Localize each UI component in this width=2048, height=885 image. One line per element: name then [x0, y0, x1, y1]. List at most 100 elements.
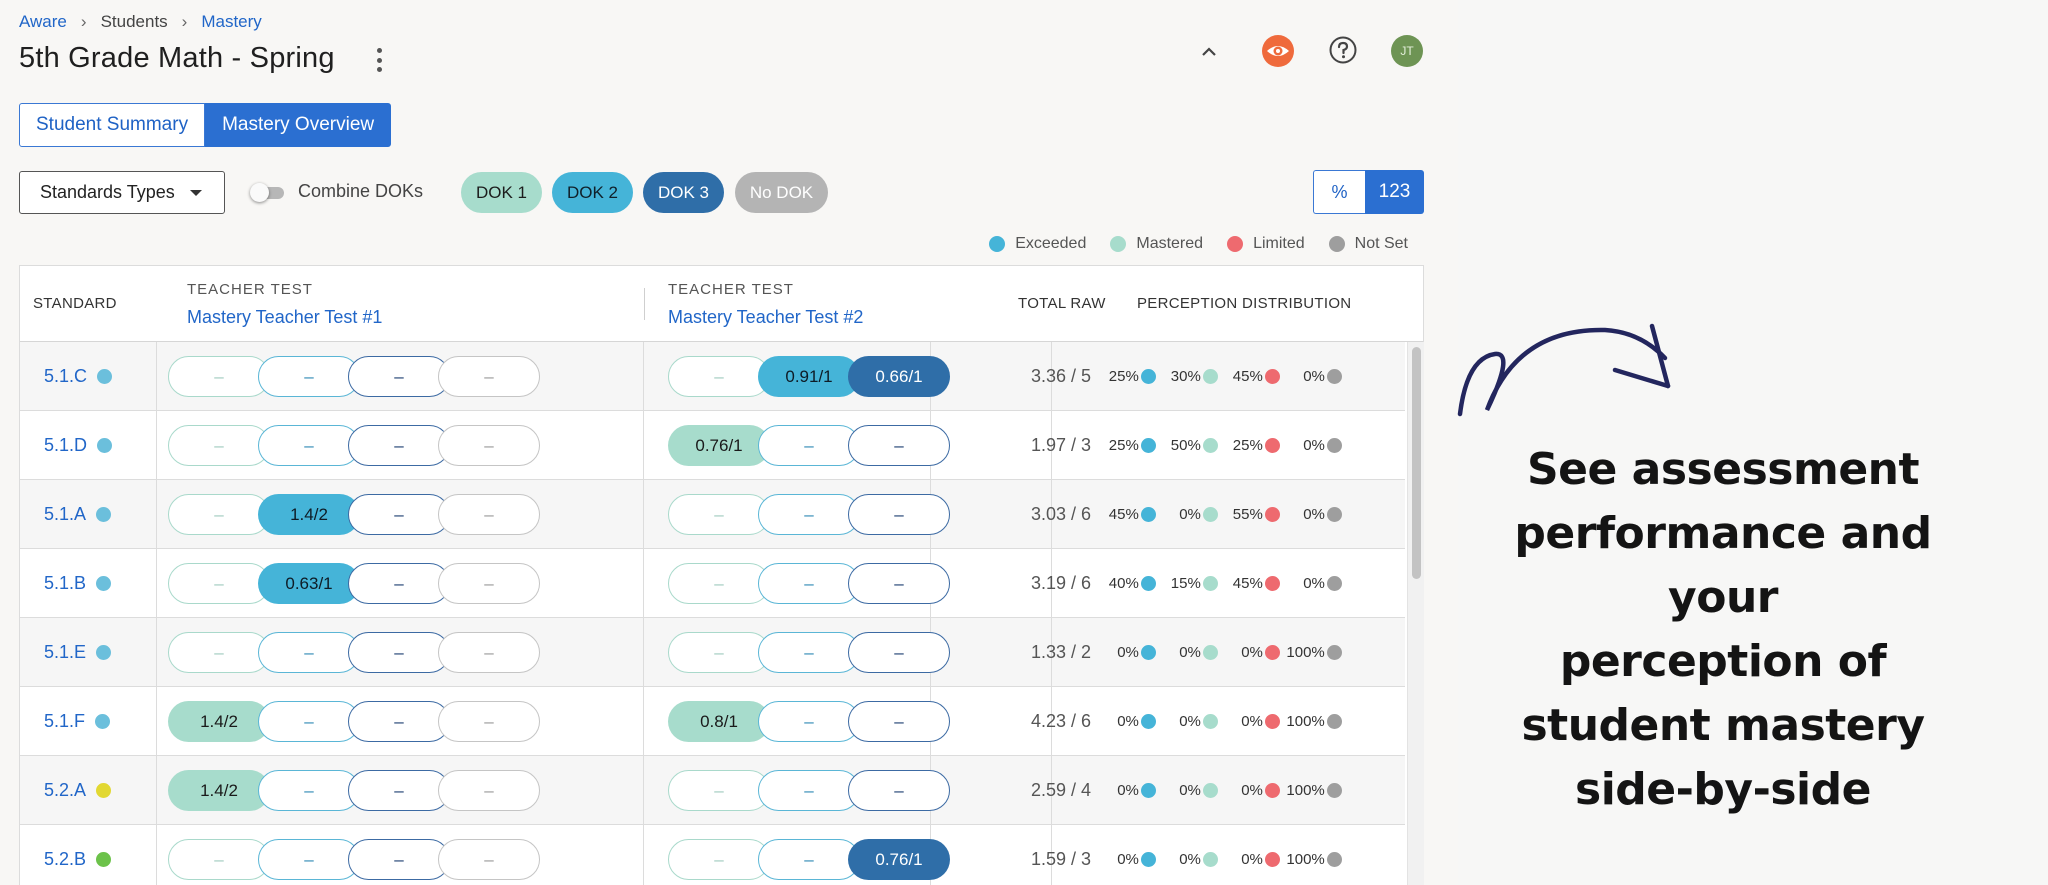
standard-code-link[interactable]: 5.1.B	[44, 572, 87, 593]
dok-2-filter[interactable]: DOK 2	[552, 172, 633, 213]
test1-score-pill[interactable]: –	[348, 839, 450, 880]
test1-score-pill[interactable]: –	[258, 356, 360, 397]
test1-score-pill[interactable]: 0.63/1	[258, 563, 360, 604]
standard-code-link[interactable]: 5.1.C	[44, 365, 88, 386]
test1-score-pill[interactable]: –	[258, 425, 360, 466]
test1-score-pill[interactable]: –	[168, 632, 270, 673]
test1-score-pill[interactable]: –	[348, 563, 450, 604]
test2-score-pill[interactable]: –	[668, 839, 770, 880]
standards-types-dropdown[interactable]: Standards Types	[19, 171, 225, 214]
test1-score-pill[interactable]: 1.4/2	[168, 701, 270, 742]
test1-score-pill[interactable]: –	[258, 632, 360, 673]
test1-score-pill[interactable]: –	[348, 494, 450, 535]
standard-code-link[interactable]: 5.1.D	[44, 434, 88, 455]
test2-score-pill[interactable]: –	[758, 632, 860, 673]
standard-cell[interactable]: 5.1.C	[44, 342, 113, 410]
test1-score-pill[interactable]: –	[348, 632, 450, 673]
scrollbar-thumb[interactable]	[1412, 347, 1421, 579]
test1-score-pill[interactable]: –	[258, 701, 360, 742]
test1-score-pill[interactable]: –	[258, 839, 360, 880]
test2-score-pill[interactable]: –	[848, 632, 950, 673]
no-dok-filter[interactable]: No DOK	[735, 172, 828, 213]
test2-score-pill[interactable]: –	[668, 356, 770, 397]
test1-score-pill[interactable]: –	[438, 356, 540, 397]
test2-score-pill[interactable]: –	[758, 563, 860, 604]
standard-code-link[interactable]: 5.1.A	[44, 503, 87, 524]
standard-code-link[interactable]: 5.2.A	[44, 779, 87, 800]
test1-score-pill[interactable]: –	[438, 494, 540, 535]
test1-score-pill[interactable]: –	[168, 356, 270, 397]
table-scrollbar[interactable]	[1407, 342, 1424, 885]
dok-3-filter[interactable]: DOK 3	[643, 172, 724, 213]
perception-eye-icon[interactable]	[1262, 35, 1294, 67]
test2-score-pill[interactable]: –	[848, 563, 950, 604]
test2-score-pill[interactable]: 0.76/1	[848, 839, 950, 880]
test2-score-pill[interactable]: –	[758, 839, 860, 880]
number-mode-button[interactable]: 123	[1365, 170, 1424, 214]
test1-score-pill[interactable]: –	[168, 839, 270, 880]
breadcrumb-current[interactable]: Mastery	[201, 12, 262, 31]
test2-score-pill[interactable]: –	[668, 770, 770, 811]
percent-mode-button[interactable]: %	[1313, 170, 1365, 214]
test2-score-pill[interactable]: –	[668, 632, 770, 673]
tab-mastery-overview[interactable]: Mastery Overview	[205, 103, 392, 147]
standard-cell[interactable]: 5.1.F	[44, 687, 111, 755]
test2-score-pill[interactable]: 0.66/1	[848, 356, 950, 397]
header-test1-name-link[interactable]: Mastery Teacher Test #1	[187, 307, 383, 327]
standard-cell[interactable]: 5.1.A	[44, 480, 112, 548]
header-total-raw[interactable]: TOTAL RAW	[1018, 295, 1106, 312]
perception-percent: 25%	[1108, 436, 1139, 454]
test1-score-pill[interactable]: –	[168, 563, 270, 604]
standard-cell[interactable]: 5.1.B	[44, 549, 112, 617]
standard-cell[interactable]: 5.2.A	[44, 756, 112, 824]
standard-cell[interactable]: 5.1.E	[44, 618, 112, 686]
help-icon[interactable]	[1328, 35, 1358, 65]
test2-score-pill[interactable]: –	[758, 494, 860, 535]
test2-score-pill[interactable]: –	[668, 563, 770, 604]
breadcrumb-home-link[interactable]: Aware	[19, 12, 67, 31]
header-test2-name-link[interactable]: Mastery Teacher Test #2	[668, 307, 864, 327]
test1-score-pill[interactable]: 1.4/2	[168, 770, 270, 811]
test2-score-pill[interactable]: 0.8/1	[668, 701, 770, 742]
test2-score-pill[interactable]: –	[848, 701, 950, 742]
test2-score-pill[interactable]: –	[848, 770, 950, 811]
header-perception-distribution[interactable]: PERCEPTION DISTRIBUTION	[1137, 295, 1352, 312]
test1-score-pill[interactable]: –	[438, 839, 540, 880]
perception-dot-icon	[1140, 368, 1156, 384]
test1-score-pill[interactable]: –	[168, 425, 270, 466]
test2-score-pill[interactable]: –	[848, 494, 950, 535]
test2-score-pill[interactable]: –	[758, 770, 860, 811]
standard-code-link[interactable]: 5.1.E	[44, 641, 87, 662]
standard-cell[interactable]: 5.2.B	[44, 825, 112, 885]
test1-score-pill[interactable]: 1.4/2	[258, 494, 360, 535]
test2-score-pill[interactable]: –	[758, 425, 860, 466]
more-options-icon[interactable]	[372, 46, 386, 74]
test1-score-pill[interactable]: –	[168, 494, 270, 535]
test1-score-pill[interactable]: –	[438, 632, 540, 673]
test2-score-pill[interactable]: –	[758, 701, 860, 742]
test1-score-pill[interactable]: –	[258, 770, 360, 811]
test1-score-pill[interactable]: –	[348, 701, 450, 742]
breadcrumb-students[interactable]: Students	[100, 12, 168, 31]
standard-code-link[interactable]: 5.2.B	[44, 848, 87, 869]
dok-1-filter[interactable]: DOK 1	[461, 172, 542, 213]
test1-score-pill[interactable]: –	[348, 770, 450, 811]
test1-score-pill[interactable]: –	[348, 356, 450, 397]
test1-score-pill[interactable]: –	[438, 701, 540, 742]
test2-score-pill[interactable]: 0.76/1	[668, 425, 770, 466]
tab-student-summary[interactable]: Student Summary	[19, 103, 206, 147]
combine-doks-toggle[interactable]	[250, 183, 286, 202]
test1-score-pill[interactable]: –	[438, 563, 540, 604]
test2-score-pill[interactable]: –	[848, 425, 950, 466]
test1-score-pill[interactable]: –	[438, 770, 540, 811]
standard-cell[interactable]: 5.1.D	[44, 411, 113, 479]
collapse-chevron-up-icon[interactable]	[1195, 38, 1223, 66]
user-avatar[interactable]: JT	[1391, 35, 1423, 67]
standard-status-dot-icon	[96, 644, 112, 660]
test2-score-pill[interactable]: –	[668, 494, 770, 535]
test1-score-pill[interactable]: –	[438, 425, 540, 466]
header-standard[interactable]: STANDARD	[33, 295, 117, 312]
standard-code-link[interactable]: 5.1.F	[44, 710, 86, 731]
test1-score-pill[interactable]: –	[348, 425, 450, 466]
test2-score-pill[interactable]: 0.91/1	[758, 356, 860, 397]
